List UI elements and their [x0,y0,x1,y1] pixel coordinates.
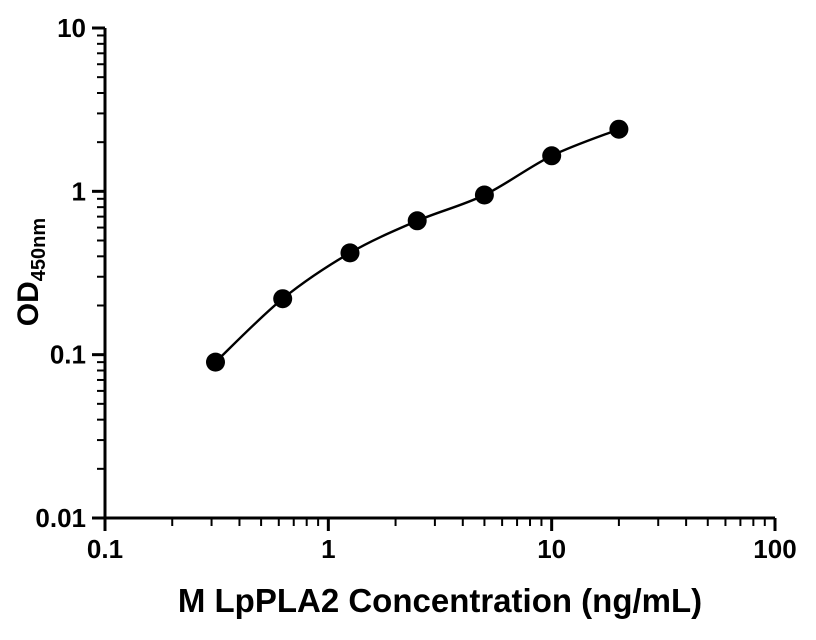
x-tick-label: 100 [753,534,796,564]
y-tick-label: 1 [72,176,86,206]
y-tick-label: 0.01 [35,503,86,533]
fit-curve [214,127,621,364]
x-tick-label: 10 [537,534,566,564]
y-axis-title-main: OD [12,281,45,327]
data-point [340,243,360,263]
x-axis-title: M LpPLA2 Concentration (ng/mL) [177,582,703,619]
data-point [206,352,225,372]
y-axis-title-sub: 450nm [28,217,50,282]
data-point [609,119,629,139]
data-point [407,211,427,231]
y-axis-title: OD450nm [7,162,51,382]
data-point [542,146,562,166]
x-tick-label: 1 [321,534,335,564]
data-point [474,185,494,205]
y-tick-label: 0.1 [50,340,86,370]
x-tick-label: 0.1 [87,534,123,564]
data-point [273,289,293,309]
y-tick-label: 10 [57,13,86,43]
